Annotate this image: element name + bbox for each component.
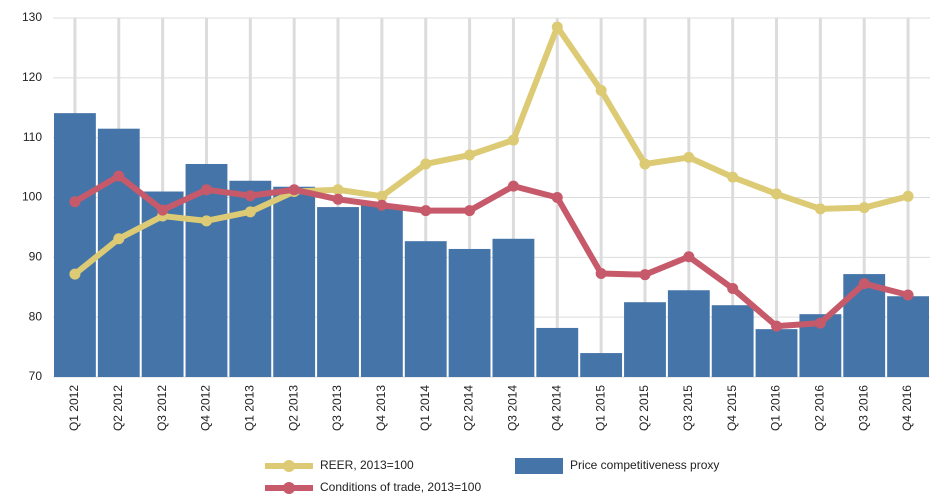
bar	[711, 305, 754, 377]
marker	[771, 320, 783, 332]
x-tick-label: Q1 2013	[242, 385, 256, 431]
marker	[420, 158, 432, 170]
bar	[887, 296, 929, 377]
marker	[858, 278, 870, 290]
y-tick-label: 120	[22, 70, 42, 84]
x-tick-label: Q3 2012	[155, 385, 169, 431]
y-tick-label: 100	[22, 190, 42, 204]
marker	[814, 317, 826, 329]
marker	[464, 205, 476, 217]
x-tick-label: Q1 2015	[593, 385, 607, 431]
marker	[727, 282, 739, 294]
y-tick-label: 90	[29, 250, 43, 264]
x-tick-label: Q3 2014	[506, 385, 520, 431]
bar	[624, 302, 666, 377]
x-tick-label: Q2 2016	[813, 385, 827, 431]
marker	[113, 233, 125, 245]
legend-label: Price competitiveness proxy	[570, 458, 719, 472]
line	[73, 172, 909, 330]
marker	[595, 84, 607, 96]
x-tick-label: Q3 2015	[681, 385, 695, 431]
marker	[902, 289, 914, 301]
marker	[551, 192, 563, 203]
x-tick-label: Q3 2016	[856, 385, 870, 431]
x-tick-label: Q4 2012	[199, 385, 213, 431]
x-tick-label: Q1 2014	[418, 385, 432, 431]
legend-label: REER, 2013=100	[320, 458, 414, 472]
marker	[639, 158, 651, 170]
legend-label: Conditions of trade, 2013=100	[320, 480, 481, 494]
x-tick-label: Q2 2014	[462, 385, 476, 431]
marker	[464, 149, 476, 161]
x-tick-label: Q3 2013	[330, 385, 344, 431]
x-tick-label: Q4 2014	[549, 385, 563, 431]
x-tick-label: Q2 2015	[637, 385, 651, 431]
marker	[157, 204, 169, 216]
marker	[69, 268, 81, 280]
marker	[113, 170, 125, 182]
bar	[54, 113, 96, 377]
bar	[273, 186, 316, 377]
y-tick-label: 70	[29, 369, 43, 383]
bar	[536, 327, 579, 377]
marker	[332, 193, 344, 205]
y-tick-label: 130	[22, 10, 42, 24]
marker	[902, 190, 914, 202]
x-tick-label: Q4 2015	[725, 385, 739, 431]
marker	[683, 251, 695, 263]
legend-marker	[283, 482, 295, 494]
bar	[448, 248, 491, 377]
marker	[376, 199, 388, 211]
bar	[317, 207, 359, 377]
marker	[244, 190, 256, 202]
marker	[69, 196, 81, 208]
bar	[667, 290, 710, 377]
marker	[507, 134, 519, 146]
bar	[492, 238, 535, 377]
marker	[420, 205, 432, 217]
y-tick-label: 110	[23, 130, 42, 144]
bar	[755, 329, 798, 377]
marker	[376, 190, 388, 202]
marker	[771, 188, 783, 200]
line	[73, 23, 909, 277]
marker	[639, 269, 651, 281]
x-tick-label: Q4 2013	[374, 385, 388, 431]
x-tick-label: Q2 2012	[111, 385, 125, 431]
x-tick-label: Q4 2016	[900, 385, 914, 431]
marker	[727, 171, 739, 183]
legend-swatch	[515, 458, 563, 474]
marker	[244, 206, 256, 218]
marker	[332, 184, 344, 196]
y-tick-label: 80	[29, 309, 43, 323]
x-tick-label: Q1 2016	[769, 385, 783, 431]
marker	[683, 151, 695, 163]
marker	[200, 184, 212, 196]
marker	[551, 21, 563, 33]
marker	[595, 267, 607, 279]
bar	[360, 205, 403, 377]
legend-marker	[283, 460, 295, 472]
marker	[288, 184, 300, 196]
marker	[507, 180, 519, 192]
bar	[843, 274, 886, 377]
x-tick-label: Q1 2012	[67, 385, 81, 431]
marker	[200, 215, 212, 227]
marker	[858, 202, 870, 214]
marker	[814, 203, 826, 215]
x-tick-label: Q2 2013	[286, 385, 300, 431]
bar	[580, 353, 623, 377]
bar	[404, 241, 447, 377]
